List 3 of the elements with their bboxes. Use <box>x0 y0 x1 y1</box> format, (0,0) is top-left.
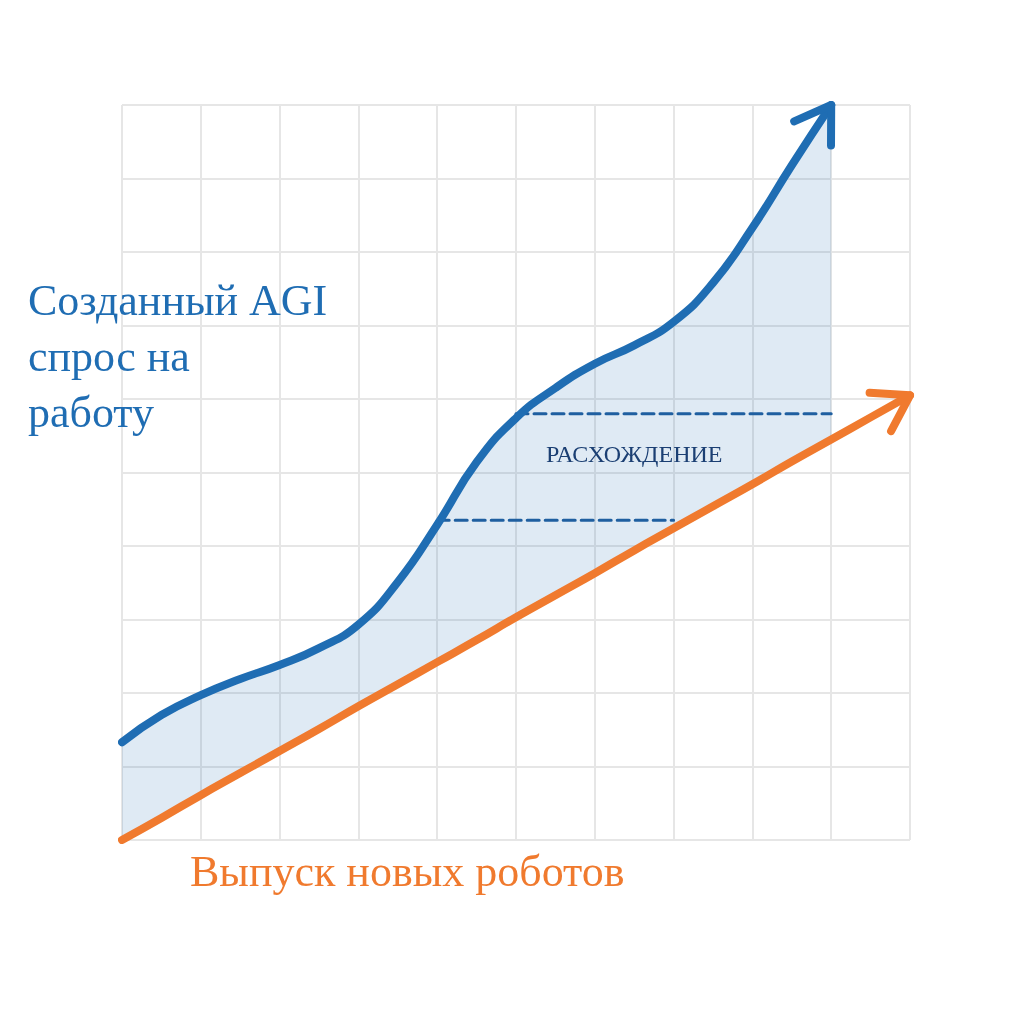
series-label: Выпуск новых роботов <box>190 846 625 896</box>
text: Созданный AGI спрос на работу <box>28 275 328 437</box>
annotation: РАСХОЖДЕНИЕ <box>545 441 723 468</box>
